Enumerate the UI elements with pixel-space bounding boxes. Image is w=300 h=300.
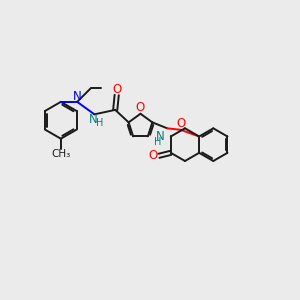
Text: H: H bbox=[96, 118, 103, 128]
Text: CH₃: CH₃ bbox=[51, 149, 70, 160]
Text: O: O bbox=[176, 117, 185, 130]
Text: O: O bbox=[112, 82, 121, 96]
Text: N: N bbox=[73, 90, 82, 103]
Text: O: O bbox=[148, 149, 158, 162]
Text: N: N bbox=[88, 113, 97, 126]
Text: O: O bbox=[136, 101, 145, 114]
Text: H: H bbox=[154, 137, 161, 147]
Text: N: N bbox=[155, 130, 164, 143]
